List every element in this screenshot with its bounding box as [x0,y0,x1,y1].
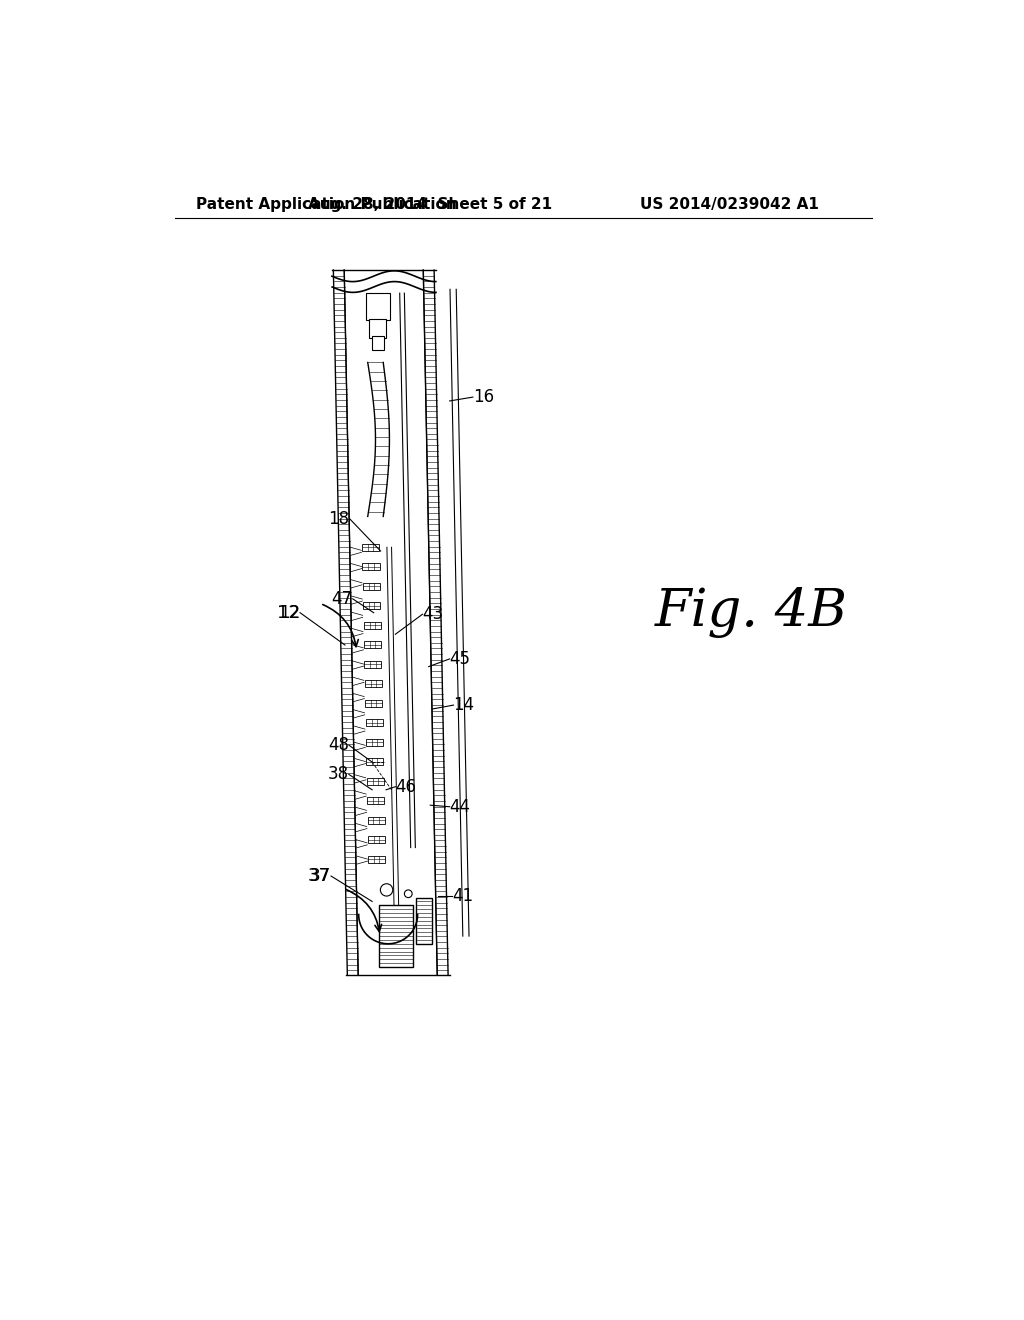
Bar [365,661,382,668]
Bar [366,719,383,726]
Bar [365,642,381,648]
Bar [364,602,380,610]
Bar [366,739,383,746]
Text: 12: 12 [279,603,300,622]
Bar [362,564,380,570]
Bar [372,337,384,350]
Text: 37: 37 [308,867,331,884]
Bar [367,293,389,321]
Bar [368,817,385,824]
Bar [367,758,383,766]
Text: 43: 43 [423,606,443,623]
Text: 48: 48 [328,737,349,754]
Bar [379,906,413,966]
Bar [365,680,382,688]
Polygon shape [334,271,358,974]
Text: 37: 37 [310,867,331,884]
Text: 18: 18 [329,510,349,528]
Text: 47: 47 [332,590,352,607]
Text: 41: 41 [452,887,473,906]
Polygon shape [450,289,469,936]
Text: 16: 16 [473,388,494,407]
Text: US 2014/0239042 A1: US 2014/0239042 A1 [640,197,818,213]
Bar [366,700,382,706]
Bar [362,544,379,550]
Text: 45: 45 [450,649,471,668]
Polygon shape [423,271,449,974]
Text: Fig. 4B: Fig. 4B [655,587,848,638]
Circle shape [380,884,393,896]
Text: 46: 46 [395,777,417,796]
Bar [369,855,385,863]
Text: Patent Application Publication: Patent Application Publication [197,197,457,213]
Bar [367,777,384,784]
FancyArrowPatch shape [323,605,358,647]
Text: 38: 38 [328,766,349,783]
Bar [370,318,386,338]
Bar [368,837,385,843]
Bar [362,583,380,590]
Text: Aug. 28, 2014  Sheet 5 of 21: Aug. 28, 2014 Sheet 5 of 21 [308,197,552,213]
Bar [364,622,381,628]
Text: 12: 12 [278,603,300,622]
Polygon shape [334,271,449,974]
Bar [416,898,431,944]
Text: 44: 44 [450,797,471,816]
Circle shape [404,890,412,898]
FancyArrowPatch shape [346,890,382,932]
Bar [368,797,384,804]
Text: 14: 14 [454,696,475,714]
